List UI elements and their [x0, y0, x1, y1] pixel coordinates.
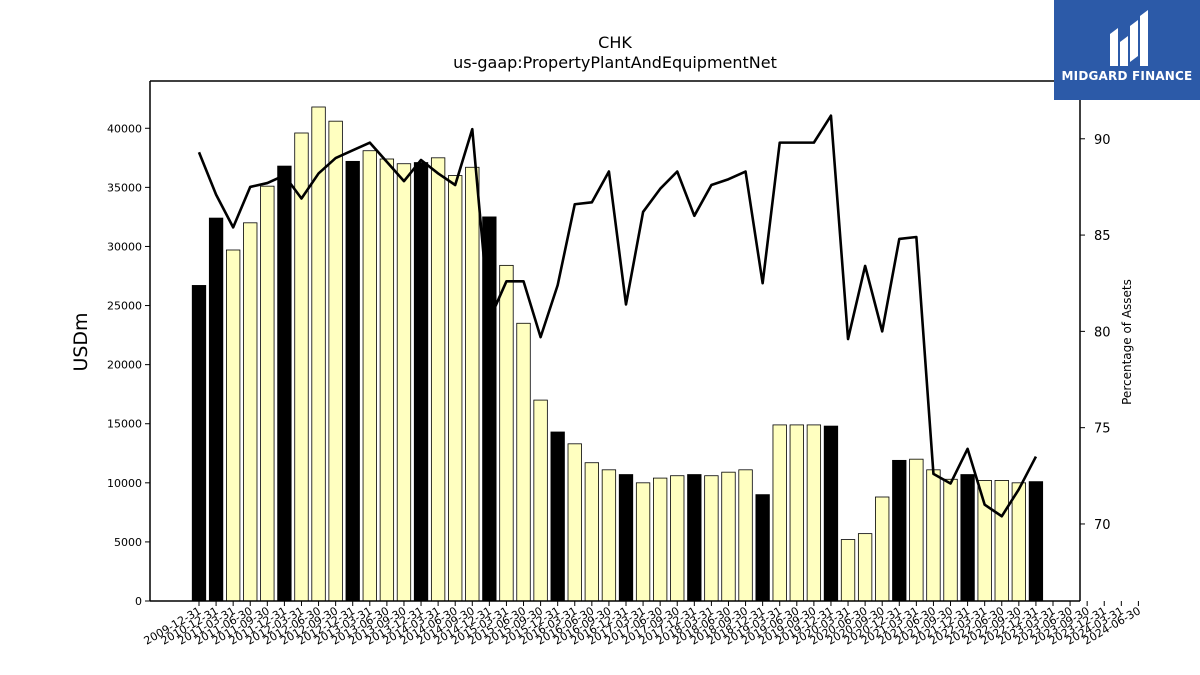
bar — [960, 474, 975, 602]
logo-text: MIDGARD FINANCE — [1061, 69, 1193, 83]
brand-logo: MIDGARD FINANCE — [1054, 0, 1200, 100]
bar — [670, 475, 685, 602]
bar — [823, 425, 839, 602]
y2-tick-label: 90 — [1094, 133, 1111, 148]
chart-title: CHK — [598, 33, 632, 52]
bar — [533, 399, 548, 602]
y-axis-label: USDm — [70, 312, 92, 371]
y2-tick-label: 75 — [1094, 422, 1111, 437]
y-tick-label: 15000 — [107, 418, 142, 431]
bar — [618, 474, 634, 602]
bar — [550, 431, 565, 602]
y-tick-label: 10000 — [107, 477, 142, 490]
bar — [1011, 482, 1026, 602]
bar — [465, 166, 480, 602]
bar — [994, 480, 1009, 602]
bar — [687, 474, 702, 602]
percentage-line — [197, 114, 1038, 518]
bar — [191, 285, 207, 602]
bar — [379, 158, 395, 602]
bar — [789, 424, 804, 602]
bar — [413, 162, 429, 602]
bar — [943, 478, 958, 602]
y2-tick-label: 70 — [1094, 518, 1111, 533]
bar — [704, 475, 719, 602]
y-tick-label: 30000 — [107, 240, 142, 253]
x-axis-ticks: 2009-12-312010-12-312011-03-312011-06-30… — [142, 601, 1143, 648]
bar — [601, 469, 617, 602]
y2-axis-ticks: 70 75 80 85 90 — [1080, 133, 1111, 533]
y-tick-label: 40000 — [107, 122, 142, 135]
bar — [396, 163, 412, 602]
y-tick-label: 0 — [135, 595, 142, 608]
bar — [635, 482, 651, 602]
axes — [149, 80, 1081, 602]
bar — [448, 175, 463, 602]
bar — [226, 249, 241, 602]
y2-axis-label: Percentage of Assets — [1120, 279, 1134, 405]
bar — [755, 494, 770, 602]
bar — [926, 469, 941, 602]
bar — [499, 264, 514, 602]
bar — [840, 539, 856, 602]
bar — [243, 222, 258, 602]
y-tick-label: 25000 — [107, 300, 142, 313]
bar — [328, 120, 343, 602]
bar — [345, 160, 360, 602]
bar — [277, 165, 292, 602]
bar — [892, 459, 907, 602]
y2-tick-label: 85 — [1094, 229, 1111, 244]
bar — [362, 150, 377, 602]
bar — [1028, 481, 1044, 602]
bar — [738, 469, 753, 602]
bar — [653, 477, 668, 602]
y-tick-label: 35000 — [107, 181, 142, 194]
bar-series — [191, 106, 1044, 602]
chart-subtitle: us-gaap:PropertyPlantAndEquipmentNet — [453, 53, 777, 72]
percentage-line-series — [197, 114, 1038, 518]
bar — [208, 217, 224, 602]
bar — [567, 443, 582, 602]
y-tick-label: 20000 — [107, 359, 142, 372]
bar — [294, 132, 309, 602]
bar — [977, 480, 992, 602]
bar — [772, 424, 787, 602]
bar — [430, 157, 446, 602]
bar — [875, 496, 890, 602]
bar — [516, 322, 531, 602]
bar — [721, 471, 736, 602]
bar — [806, 424, 822, 602]
bar — [260, 185, 275, 602]
y-tick-label: 5000 — [114, 536, 142, 549]
bar — [909, 458, 924, 602]
y-axis-ticks: 0 5000 10000 15000 20000 25000 30000 35000 40000 — [107, 122, 150, 608]
bar — [584, 462, 599, 602]
midgard-logo-icon — [1110, 10, 1148, 66]
bar — [857, 533, 873, 602]
y2-tick-label: 80 — [1094, 325, 1111, 340]
